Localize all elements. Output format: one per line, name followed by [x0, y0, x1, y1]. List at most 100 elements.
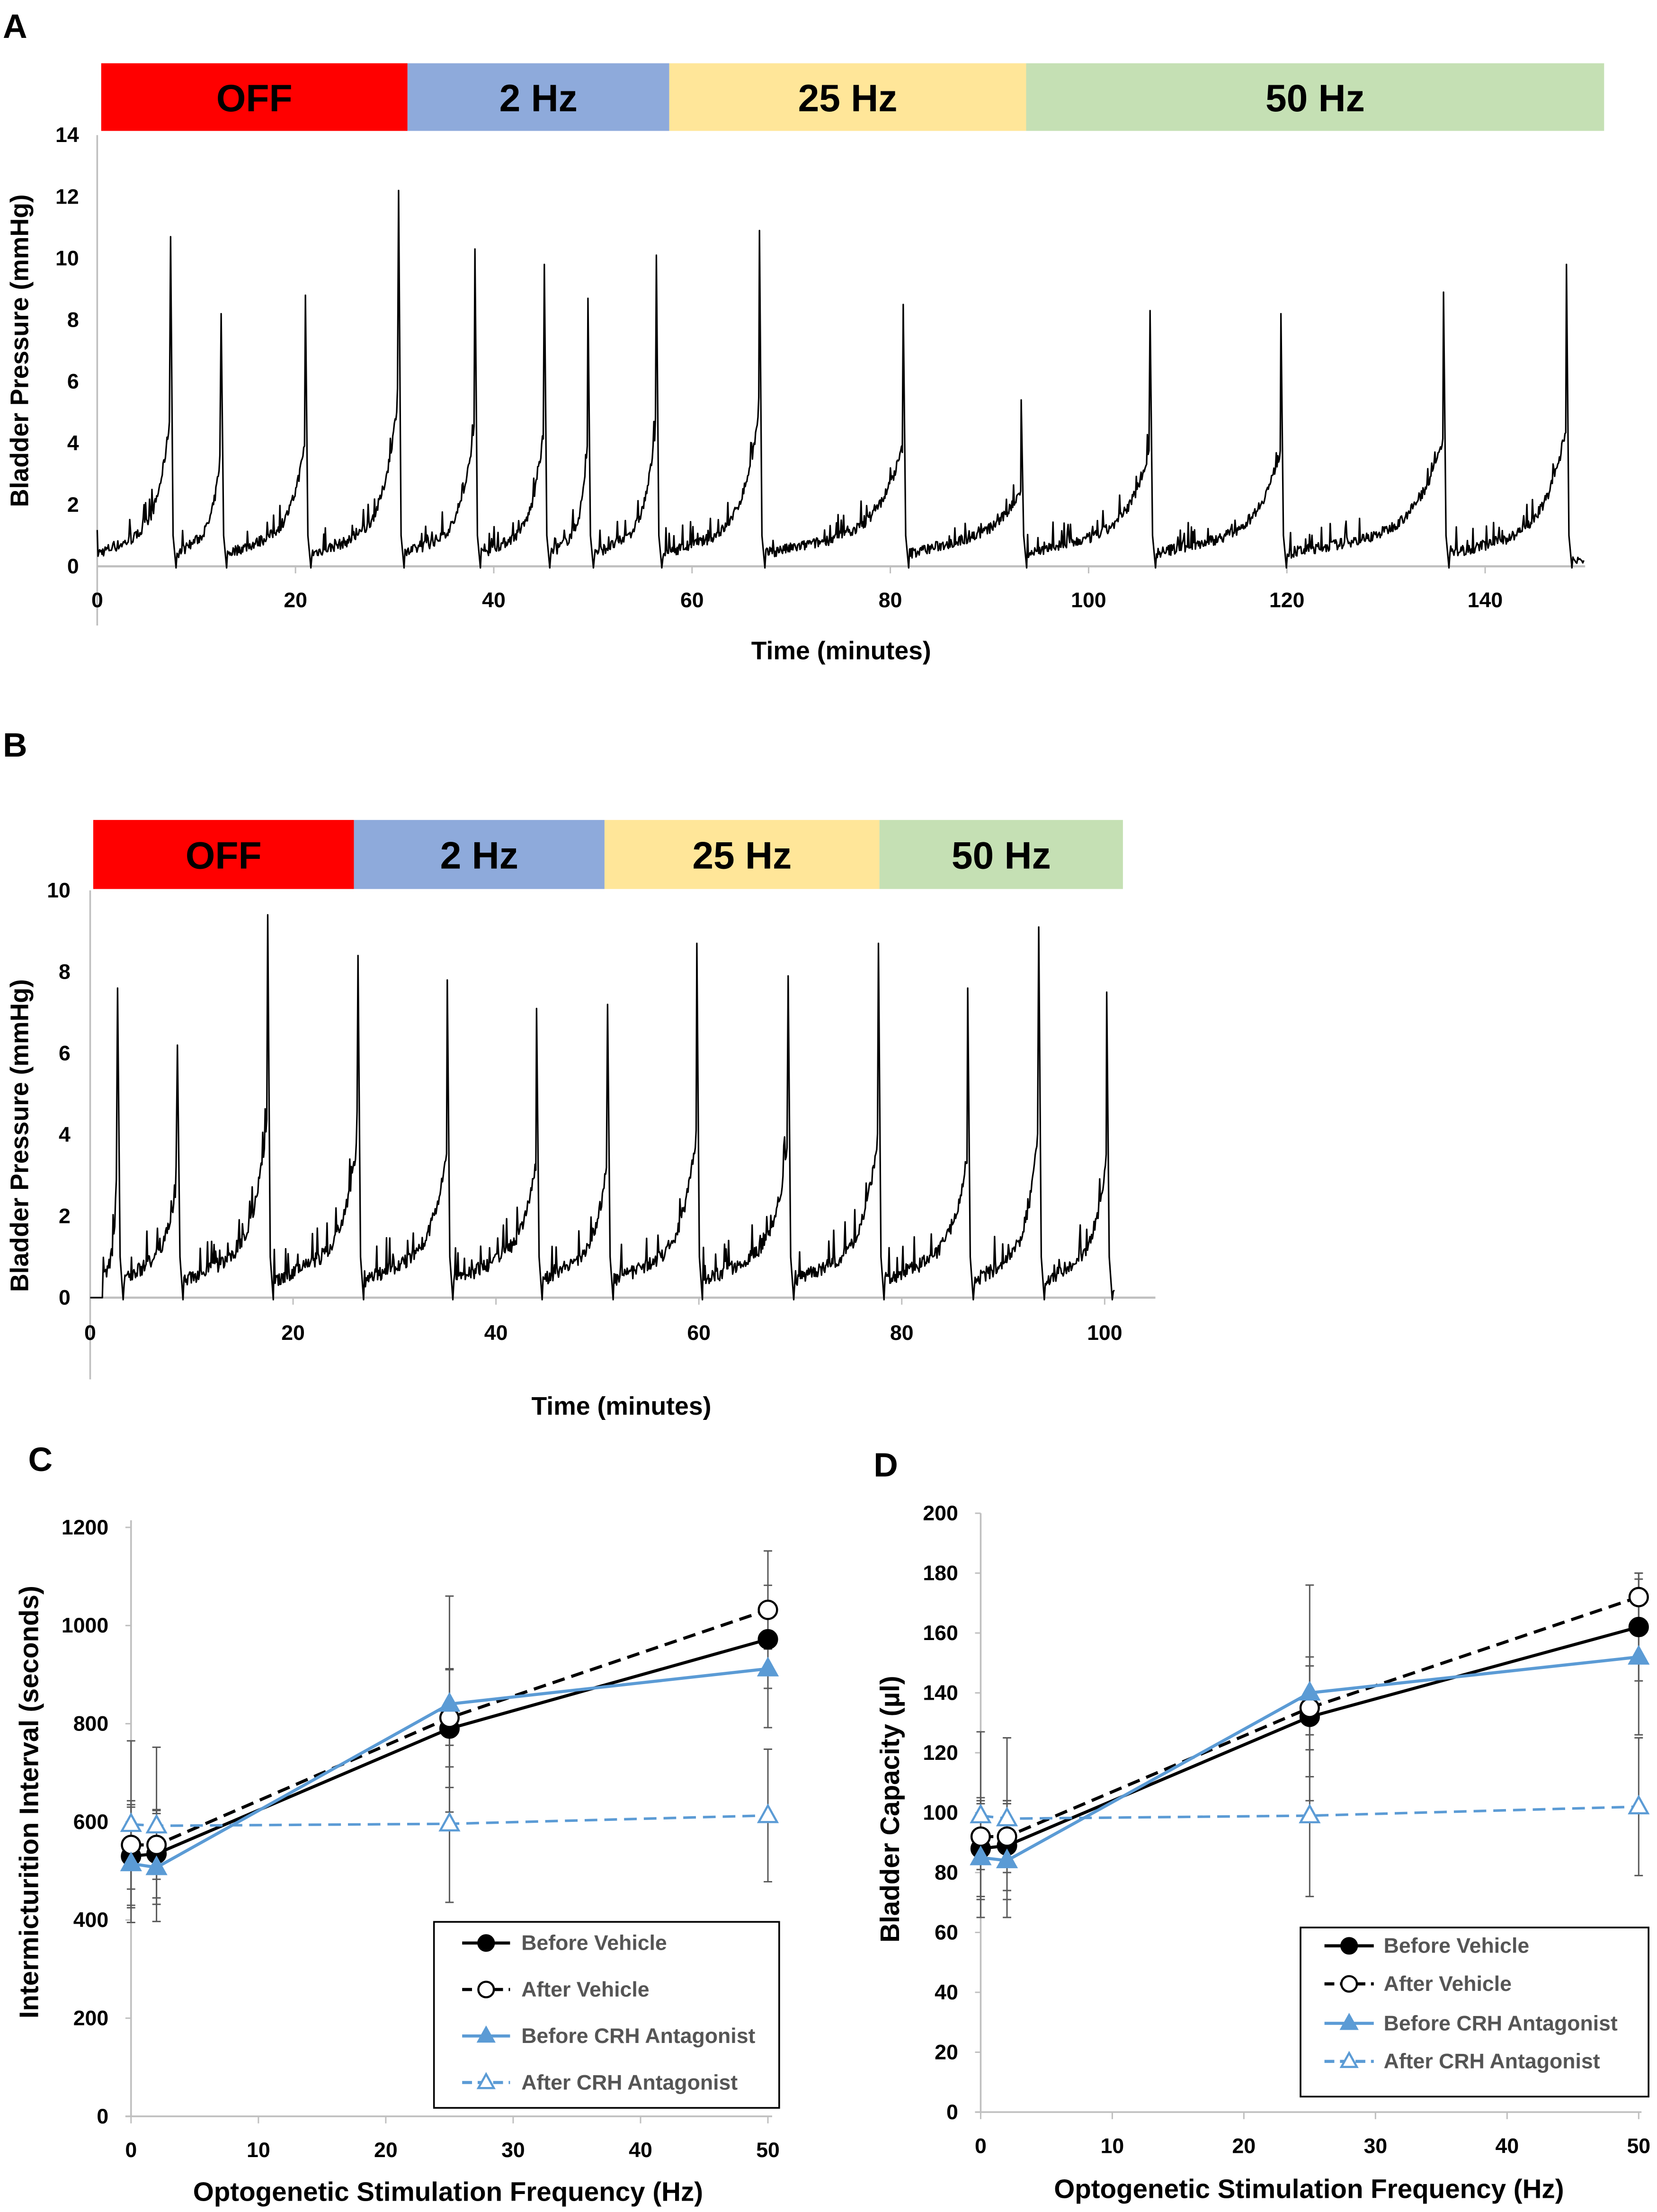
- y-tick-label-c: 200: [73, 2007, 108, 2030]
- legend-box-c: [433, 1921, 780, 2109]
- data-point-before-crh-antagonist: [145, 1855, 168, 1875]
- x-tick-label-b: 60: [687, 1321, 711, 1345]
- panel-letter-b: B: [3, 726, 27, 764]
- y-tick-label-b: 8: [59, 961, 71, 984]
- panel-letter-d: D: [873, 1446, 898, 1484]
- series-line-before-vehicle: [980, 1625, 1639, 1850]
- x-tick-label-c: 50: [756, 2139, 780, 2162]
- data-point-before-crh-antagonist: [1299, 1681, 1321, 1701]
- legend-marker-before-crh-antagonist: [476, 2025, 496, 2043]
- y-tick-label-a: 10: [55, 247, 79, 270]
- data-point-before-crh-antagonist: [1628, 1645, 1650, 1665]
- panel-d: D Optogenetic Stimulation Frequency (Hz)…: [873, 1446, 1650, 2204]
- y-tick-label-b: 4: [59, 1124, 71, 1147]
- y-tick-label-d: 140: [923, 1681, 958, 1704]
- y-tick-label-a: 8: [67, 309, 79, 332]
- series-line-after-crh-antagonist: [980, 1805, 1639, 1820]
- x-axis-title-d: Optogenetic Stimulation Frequency (Hz): [1054, 2174, 1564, 2204]
- epoch-label-a: OFF: [216, 77, 293, 120]
- y-tick-label-a: 0: [67, 555, 79, 578]
- y-tick-label-d: 100: [923, 1801, 958, 1824]
- x-tick-label-b: 100: [1087, 1321, 1122, 1345]
- legend-label-before-vehicle: Before Vehicle: [521, 1932, 667, 1955]
- panel-letter-a: A: [3, 8, 27, 45]
- legend-box-d: [1300, 1927, 1649, 2098]
- y-tick-label-b: 6: [59, 1042, 71, 1065]
- data-point-before-crh-antagonist: [970, 1845, 992, 1865]
- legend-marker-before-vehicle: [477, 1934, 495, 1952]
- epoch-label-b: 2 Hz: [440, 835, 518, 877]
- data-point-before-crh-antagonist: [996, 1848, 1018, 1868]
- legend-label-before-vehicle: Before Vehicle: [1384, 1935, 1530, 1958]
- data-point-after-vehicle: [146, 1835, 167, 1855]
- panel-c: C Optogenetic Stimulation Frequency (Hz)…: [14, 1441, 780, 2207]
- epoch-bar-a: [669, 63, 1026, 131]
- x-tick-label-c: 40: [629, 2139, 652, 2162]
- data-point-after-vehicle: [1628, 1587, 1649, 1607]
- x-tick-label-b: 40: [484, 1321, 508, 1345]
- epoch-bar-a: [101, 63, 408, 131]
- x-tick-label-a: 80: [879, 589, 902, 612]
- epoch-label-a: 2 Hz: [499, 77, 578, 120]
- data-point-after-crh-antagonist: [120, 1812, 142, 1832]
- y-tick-label-c: 1000: [62, 1614, 108, 1637]
- legend-marker-before-crh-antagonist: [1339, 2013, 1359, 2030]
- legend-label-after-crh-antagonist: After CRH Antagonist: [521, 2071, 738, 2094]
- legend-marker-after-vehicle: [1340, 1975, 1358, 1993]
- x-axis-title-c: Optogenetic Stimulation Frequency (Hz): [193, 2177, 703, 2207]
- pressure-trace-a: [96, 189, 1585, 569]
- series-line-before-crh-antagonist: [980, 1655, 1639, 1863]
- epoch-label-b: OFF: [186, 835, 262, 877]
- y-tick-label-d: 40: [935, 1981, 958, 2004]
- x-tick-label-b: 0: [84, 1321, 96, 1345]
- y-tick-label-c: 800: [73, 1713, 108, 1736]
- y-tick-label-a: 4: [67, 432, 79, 455]
- data-point-before-vehicle: [1628, 1616, 1649, 1638]
- series-line-after-crh-antagonist: [131, 1814, 768, 1827]
- data-point-after-vehicle: [1299, 1697, 1320, 1718]
- legend-marker-after-crh-antagonist: [1339, 2051, 1359, 2068]
- x-tick-label-d: 10: [1101, 2134, 1124, 2158]
- y-axis-title-a: Bladder Pressure (mmHg): [6, 194, 34, 507]
- x-tick-label-d: 40: [1496, 2134, 1519, 2158]
- x-tick-label-c: 20: [374, 2139, 398, 2162]
- data-point-after-crh-antagonist: [145, 1813, 168, 1834]
- epoch-label-b: 50 Hz: [952, 835, 1051, 877]
- epoch-label-b: 25 Hz: [692, 835, 792, 877]
- x-tick-label-d: 30: [1364, 2134, 1388, 2158]
- x-tick-label-c: 30: [501, 2139, 525, 2162]
- data-point-after-crh-antagonist: [438, 1811, 461, 1832]
- data-point-before-crh-antagonist: [757, 1657, 779, 1677]
- y-tick-label-c: 600: [73, 1811, 108, 1834]
- legend-label-before-crh-antagonist: Before CRH Antagonist: [1384, 2012, 1618, 2035]
- legend-marker-after-crh-antagonist: [476, 2072, 496, 2089]
- x-tick-label-a: 100: [1071, 589, 1106, 612]
- y-axis-title-c: Intermicturition Interval (seconds): [14, 1586, 44, 2018]
- y-axis-title-d: Bladder Capacity (µl): [875, 1676, 905, 1942]
- y-tick-label-d: 160: [923, 1622, 958, 1645]
- y-tick-label-a: 6: [67, 370, 79, 393]
- data-point-before-crh-antagonist: [120, 1851, 142, 1872]
- legend-label-after-vehicle: After Vehicle: [1384, 1972, 1512, 1996]
- data-point-after-crh-antagonist: [970, 1803, 992, 1824]
- data-point-after-crh-antagonist: [996, 1806, 1018, 1827]
- y-tick-label-d: 180: [923, 1561, 958, 1585]
- y-tick-label-b: 10: [47, 879, 71, 902]
- data-point-after-crh-antagonist: [1299, 1803, 1321, 1824]
- y-axis-title-b: Bladder Pressure (mmHg): [6, 979, 34, 1292]
- epoch-bar-b: [93, 820, 354, 889]
- y-tick-label-b: 2: [59, 1205, 71, 1228]
- x-tick-label-c: 10: [247, 2139, 270, 2162]
- panel-a: A Time (minutes) Bladder Pressure (mmHg)…: [3, 8, 1604, 665]
- epoch-bar-b: [604, 820, 880, 889]
- y-tick-label-c: 0: [97, 2105, 108, 2128]
- legend-marker-after-vehicle: [477, 1980, 495, 1998]
- x-tick-label-d: 50: [1627, 2134, 1650, 2158]
- data-point-before-vehicle: [757, 1629, 778, 1650]
- y-tick-label-a: 14: [55, 124, 79, 147]
- data-point-after-vehicle: [997, 1826, 1017, 1847]
- data-point-after-vehicle: [757, 1599, 778, 1620]
- y-tick-label-b: 0: [59, 1286, 71, 1310]
- x-tick-label-c: 0: [125, 2139, 137, 2162]
